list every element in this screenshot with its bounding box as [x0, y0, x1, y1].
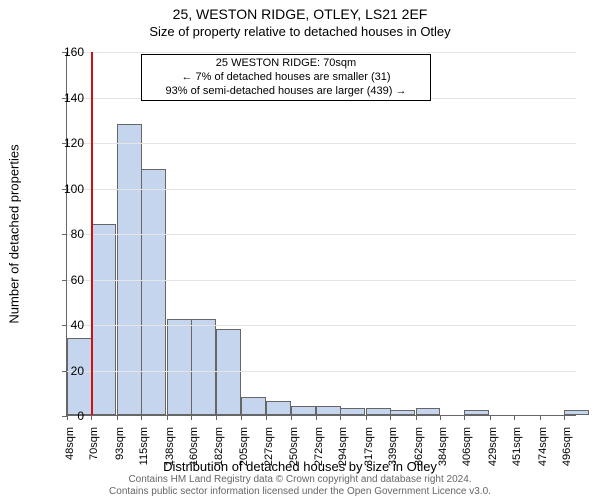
x-tick-mark [564, 415, 565, 420]
y-tick-label: 20 [44, 364, 84, 378]
bar [366, 408, 391, 415]
y-tick-label: 140 [44, 91, 84, 105]
annotation-line1: 25 WESTON RIDGE: 70sqm [146, 57, 426, 71]
annotation-box: 25 WESTON RIDGE: 70sqm ← 7% of detached … [141, 54, 431, 101]
x-tick-mark [514, 415, 515, 420]
y-tick-label: 40 [44, 318, 84, 332]
gridline [67, 52, 576, 53]
x-tick-mark [390, 415, 391, 420]
bar [241, 397, 266, 415]
y-tick-label: 120 [44, 136, 84, 150]
x-tick-mark [540, 415, 541, 420]
x-tick-mark [216, 415, 217, 420]
bar [564, 410, 589, 415]
gridline [67, 189, 576, 190]
y-tick-label: 160 [44, 45, 84, 59]
bar [340, 408, 365, 415]
bar [167, 319, 192, 415]
x-tick-mark [416, 415, 417, 420]
annotation-line3: 93% of semi-detached houses are larger (… [146, 85, 426, 99]
gridline [67, 325, 576, 326]
x-tick-mark [167, 415, 168, 420]
footer-line1: Contains HM Land Registry data © Crown c… [0, 474, 600, 486]
bar [390, 410, 415, 415]
footer: Contains HM Land Registry data © Crown c… [0, 474, 600, 498]
bar [91, 224, 116, 415]
x-tick-mark [141, 415, 142, 420]
chart-subtitle: Size of property relative to detached ho… [0, 24, 600, 39]
x-tick-mark [366, 415, 367, 420]
x-tick-mark [191, 415, 192, 420]
bar [141, 169, 166, 415]
footer-line2: Contains public sector information licen… [0, 486, 600, 498]
x-tick-mark [266, 415, 267, 420]
x-tick-mark [316, 415, 317, 420]
x-tick-mark [440, 415, 441, 420]
chart-container: 25, WESTON RIDGE, OTLEY, LS21 2EF Size o… [0, 0, 600, 500]
chart-title: 25, WESTON RIDGE, OTLEY, LS21 2EF [0, 6, 600, 22]
x-tick-mark [91, 415, 92, 420]
x-tick-mark [291, 415, 292, 420]
y-axis-label: Number of detached properties [7, 144, 22, 323]
gridline [67, 371, 576, 372]
y-tick-label: 80 [44, 227, 84, 241]
x-tick-mark [340, 415, 341, 420]
bar [316, 406, 341, 415]
x-axis-label: Distribution of detached houses by size … [0, 459, 600, 474]
gridline [67, 143, 576, 144]
annotation-line2: ← 7% of detached houses are smaller (31) [146, 71, 426, 85]
bar [416, 408, 441, 415]
x-tick-mark [490, 415, 491, 420]
x-tick-mark [117, 415, 118, 420]
gridline [67, 234, 576, 235]
bar [266, 401, 291, 415]
y-tick-label: 60 [44, 273, 84, 287]
plot-area: 25 WESTON RIDGE: 70sqm ← 7% of detached … [66, 52, 576, 416]
x-tick-mark [464, 415, 465, 420]
bar [216, 329, 241, 415]
bar [191, 319, 216, 415]
bar [464, 410, 489, 415]
gridline [67, 280, 576, 281]
bar [291, 406, 316, 415]
x-tick-mark [241, 415, 242, 420]
marker-line [91, 52, 93, 415]
y-tick-label: 0 [44, 409, 84, 423]
y-tick-label: 100 [44, 182, 84, 196]
